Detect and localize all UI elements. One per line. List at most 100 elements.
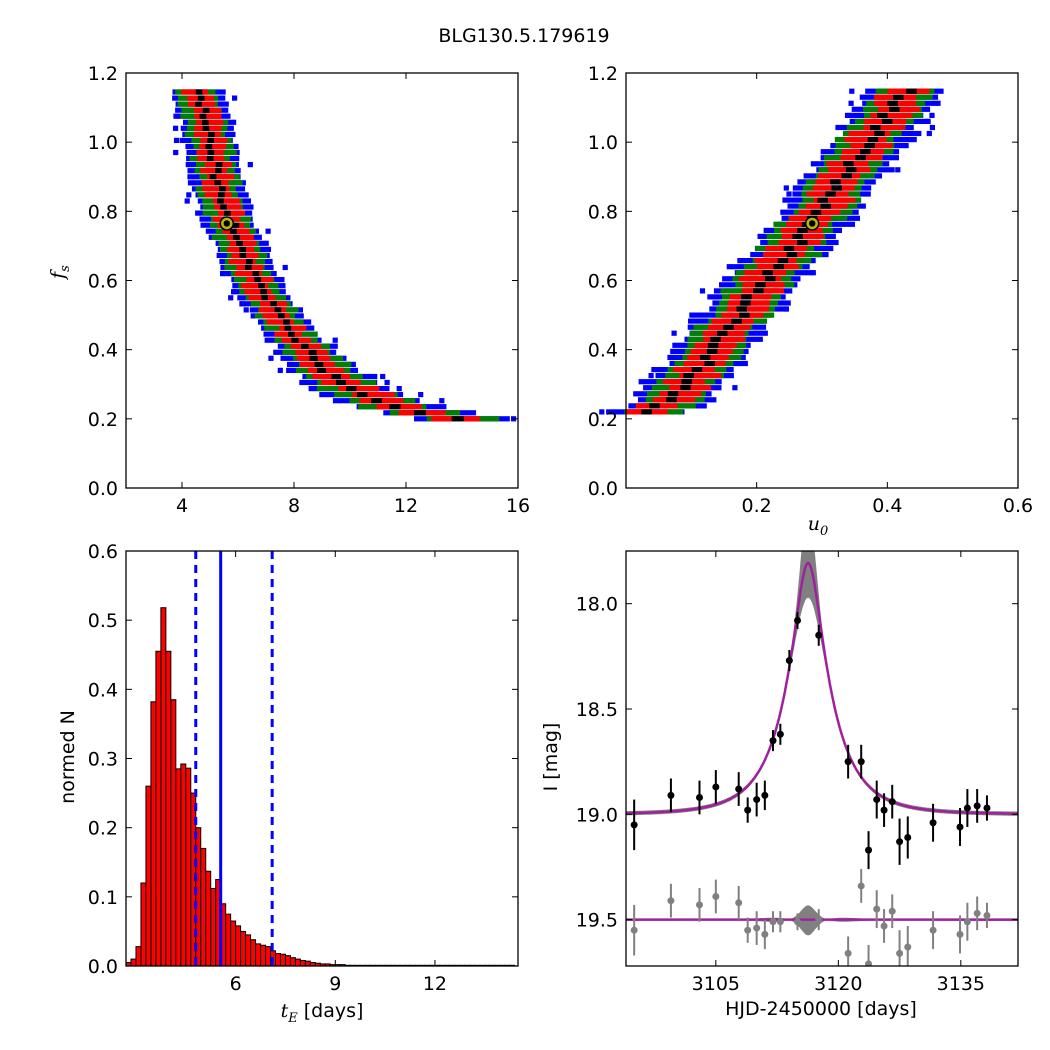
y-tick-label: 0.2	[588, 409, 618, 431]
red-level	[870, 112, 913, 118]
red-level	[228, 258, 256, 265]
blue-level	[173, 149, 179, 156]
black-level	[869, 124, 881, 131]
histogram-bar	[245, 934, 252, 967]
black-level	[208, 131, 215, 137]
blue-level	[648, 373, 654, 379]
black-level	[236, 240, 243, 246]
y-tick-label: 0.5	[88, 610, 118, 632]
black-level	[707, 342, 719, 348]
x-tick-label: 12	[394, 495, 418, 517]
blue-level	[699, 288, 706, 294]
blue-level	[384, 379, 390, 386]
y-tick-label: 1.0	[588, 132, 618, 154]
black-level	[317, 367, 327, 373]
y-tick-label: 0.6	[88, 271, 118, 293]
histogram-bar	[130, 958, 137, 967]
red-level	[844, 137, 887, 143]
black-level	[207, 137, 214, 143]
blue-level	[332, 337, 338, 343]
figure-title: BLG130.5.179619	[438, 25, 609, 47]
black-level	[765, 276, 776, 282]
black-level	[254, 277, 262, 283]
blue-level	[895, 167, 901, 173]
histogram-bar	[284, 955, 291, 967]
black-level	[291, 337, 299, 343]
blue-level	[418, 392, 424, 398]
black-level	[906, 88, 917, 94]
black-level	[820, 203, 832, 209]
red-level	[659, 391, 702, 397]
blue-level	[929, 124, 935, 131]
blue-level	[396, 386, 402, 392]
light-curve-plot-area	[626, 551, 1018, 966]
black-level	[220, 204, 227, 210]
x-tick-label: 3135	[937, 973, 985, 995]
histogram-bar	[135, 946, 142, 967]
histogram-bar	[185, 767, 192, 967]
blue-level	[228, 295, 234, 301]
black-level	[783, 245, 795, 252]
blue-level	[849, 88, 855, 94]
black-level	[414, 410, 426, 416]
best-fit-marker-center	[809, 220, 816, 227]
blue-level	[732, 385, 738, 391]
data-point	[973, 802, 981, 810]
red-level	[200, 168, 228, 174]
black-level	[217, 198, 224, 204]
data-point	[815, 631, 823, 639]
black-level	[710, 336, 721, 342]
data-point	[630, 821, 638, 829]
residual-point	[815, 916, 823, 924]
red-level	[763, 252, 805, 258]
black-level	[201, 119, 209, 125]
x-tick-label: 0.6	[1003, 495, 1033, 517]
black-level	[681, 379, 692, 385]
histogram-bar	[230, 920, 237, 967]
black-level	[346, 386, 357, 392]
data-point	[873, 796, 881, 804]
red-level	[727, 306, 769, 312]
red-level	[214, 204, 242, 210]
black-level	[723, 324, 734, 330]
black-level	[218, 192, 225, 198]
y-tick-label: 18.0	[576, 594, 618, 616]
blue-level	[638, 379, 644, 385]
black-level	[667, 391, 679, 397]
black-level	[232, 222, 240, 228]
red-level	[181, 89, 208, 95]
y-tick-label: 0.4	[88, 679, 118, 701]
red-level	[193, 131, 221, 137]
black-level	[233, 234, 240, 240]
black-level	[215, 162, 223, 168]
blue-level	[282, 264, 288, 271]
x-tick-label: 0.2	[742, 495, 772, 517]
data-point	[712, 783, 720, 791]
black-level	[214, 180, 222, 186]
black-level	[206, 156, 214, 162]
residual-point	[712, 892, 720, 900]
blue-level	[268, 355, 274, 361]
y-tick-label: 0.8	[588, 201, 618, 223]
light-curve-panel: 3105 3120 3135 18.0 18.5 19.0 19.5	[576, 550, 1019, 995]
histogram-bar	[175, 768, 182, 967]
histogram-bar	[160, 607, 167, 967]
black-level	[258, 283, 265, 289]
black-level	[831, 185, 842, 191]
blue-level	[220, 271, 226, 277]
black-level	[777, 258, 789, 264]
black-level	[843, 161, 854, 167]
red-level	[199, 143, 227, 150]
data-point	[983, 804, 991, 812]
black-level	[855, 155, 866, 161]
blue-level	[929, 112, 935, 118]
black-level	[825, 191, 836, 197]
y-tick-label: 19.0	[576, 804, 618, 826]
lightcurve-xlabel: HJD-2450000 [days]	[725, 998, 917, 1020]
x-tick-label: 8	[288, 495, 300, 517]
red-level	[229, 240, 257, 246]
black-level	[717, 330, 728, 336]
blue-level	[186, 192, 192, 198]
histogram-bar	[265, 946, 272, 967]
blue-level	[783, 306, 789, 312]
